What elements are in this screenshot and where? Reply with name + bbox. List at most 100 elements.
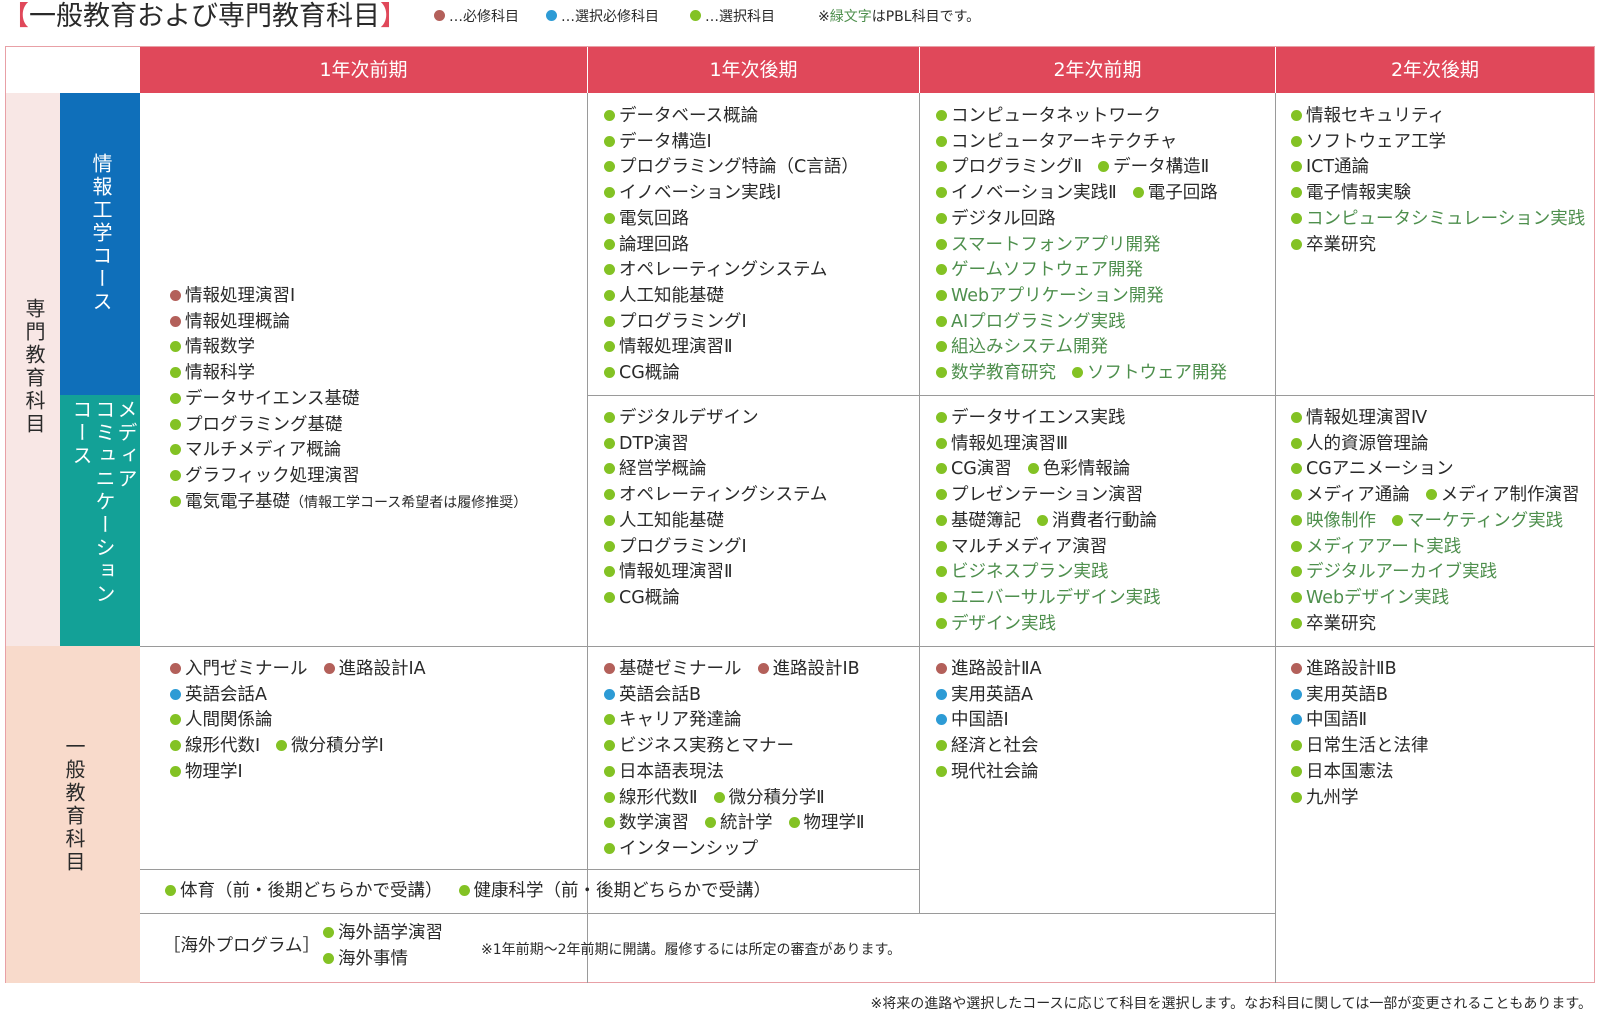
header-2a: 2年次前期 xyxy=(920,47,1275,93)
divider xyxy=(919,93,920,913)
page-title: 【一般教育および専門教育科目】 xyxy=(2,1,407,32)
course-line: メディアアート実践 xyxy=(1291,535,1580,561)
green-dot-icon xyxy=(936,463,947,475)
course-name: 英語会話A xyxy=(185,684,267,705)
cell-info-2b: 情報セキュリティ ソフトウェア工学 ICT通論 電子情報実験 コンピュータシミュレーショ… xyxy=(1291,104,1585,258)
course-line: コンピュータシミュレーション実践 xyxy=(1291,207,1585,233)
green-dot-icon xyxy=(1291,765,1302,777)
course-name: 映像制作 xyxy=(1306,510,1376,531)
course-line: 情報処理演習Ⅱ xyxy=(604,335,859,361)
course-name: インターンシップ xyxy=(619,838,759,859)
cell-media-1b: デジタルデザイン DTP演習 経営学概論 オペレーティングシステム 人工知能基礎 プログラ… xyxy=(604,406,827,612)
divider xyxy=(587,93,588,983)
course-name: デジタルアーカイブ実践 xyxy=(1306,562,1498,583)
course-line: 英語会話B xyxy=(604,683,865,709)
course-line: ゲームソフトウェア開発 xyxy=(936,258,1227,284)
curriculum-table xyxy=(5,46,1595,983)
course-name: デジタルデザイン xyxy=(619,408,759,428)
cell-pe-row: 体育（前・後期どちらかで受講） 健康科学（前・後期どちらかで受講） xyxy=(165,879,771,905)
course-name: 数学演習 xyxy=(619,813,689,834)
course-line: 情報セキュリティ xyxy=(1291,104,1585,130)
course-name: 経済と社会 xyxy=(951,736,1039,757)
red-dot-icon xyxy=(170,663,181,674)
cell-info-1b: データベース概論 データ構造Ⅰ プログラミング特論（C言語） イノベーション実践Ⅰ 電気… xyxy=(604,104,859,387)
course-name: ビジネス実務とマナー xyxy=(619,736,794,757)
green-dot-icon xyxy=(604,514,615,526)
course-line: 情報数学 xyxy=(170,335,527,361)
course-name: 情報処理概論 xyxy=(185,311,290,332)
media-course-label: メディア コミュニケーション コース xyxy=(60,395,140,646)
legend-elective-required: …選択必修科目 xyxy=(546,8,659,26)
course-name: 組込みシステム開発 xyxy=(951,337,1108,358)
course-name: プログラミングⅠ xyxy=(619,311,747,332)
course-name: ビジネスプラン実践 xyxy=(951,562,1109,583)
green-dot-icon xyxy=(1291,135,1302,147)
course-line: コンピュータネットワーク xyxy=(936,104,1227,130)
course-name: 体育（前・後期どちらかで受講） xyxy=(180,881,443,901)
green-dot-icon xyxy=(936,514,947,526)
course-name: 人間関係論 xyxy=(185,710,273,731)
course-name: 中国語Ⅱ xyxy=(1306,710,1368,731)
course-line: スマートフォンアプリ開発 xyxy=(936,233,1227,259)
course-name: メディアアート実践 xyxy=(1306,536,1462,557)
course-name: デジタル回路 xyxy=(951,208,1056,229)
blue-dot-icon xyxy=(604,688,615,700)
blue-dot-icon xyxy=(1291,688,1302,700)
green-dot-icon xyxy=(1291,740,1302,752)
course-name: 実用英語A xyxy=(951,684,1033,705)
course-line: ビジネス実務とマナー xyxy=(604,734,865,760)
course-name: ソフトウェア工学 xyxy=(1306,131,1446,152)
green-dot-icon xyxy=(170,714,181,726)
course-name: データ構造Ⅰ xyxy=(619,131,712,152)
green-dot-icon xyxy=(1291,161,1302,173)
cell-general-1a: 入門ゼミナール 進路設計ⅠA 英語会話A 人間関係論 線形代数Ⅰ 微分積分学Ⅰ 物理学Ⅰ xyxy=(170,657,426,786)
course-name: 情報処理演習Ⅱ xyxy=(619,337,733,358)
red-dot-icon xyxy=(323,663,335,674)
green-dot-icon xyxy=(936,489,947,501)
legend-required: …必修科目 xyxy=(434,8,519,26)
course-name: 経営学概論 xyxy=(619,459,707,480)
course-name: Webデザイン実践 xyxy=(1306,587,1450,608)
green-dot-icon xyxy=(936,289,947,301)
green-dot-icon xyxy=(458,885,470,896)
course-line: 電気回路 xyxy=(604,207,859,233)
green-dot-icon xyxy=(604,714,615,726)
green-dot-icon xyxy=(1291,591,1302,603)
course-name: 情報処理演習Ⅲ xyxy=(951,433,1069,454)
course-line: 映像制作 マーケティング実践 xyxy=(1291,509,1580,535)
course-line: 線形代数Ⅱ 微分積分学Ⅱ xyxy=(604,786,865,812)
course-line: 線形代数Ⅰ 微分積分学Ⅰ xyxy=(170,734,426,760)
course-name: 健康科学（前・後期どちらかで受講） xyxy=(473,881,772,901)
green-dot-icon xyxy=(936,540,947,552)
green-dot-icon xyxy=(936,566,947,578)
green-dot-icon xyxy=(788,817,800,829)
green-dot-icon xyxy=(170,392,181,404)
course-line: 電子情報実験 xyxy=(1291,181,1585,207)
green-dot-icon xyxy=(604,315,615,327)
green-dot-icon xyxy=(936,740,947,752)
course-name: スマートフォンアプリ開発 xyxy=(951,234,1161,255)
green-dot-icon xyxy=(604,817,615,829)
course-line: CG概論 xyxy=(604,586,827,612)
course-line: 情報処理演習Ⅱ xyxy=(604,560,827,586)
course-name: 進路設計ⅠA xyxy=(338,659,426,679)
green-dot-icon xyxy=(705,817,716,829)
course-name: 海外語学演習 xyxy=(338,923,443,943)
course-line: グラフィック処理演習 xyxy=(170,464,527,490)
course-line: データサイエンス実践 xyxy=(936,406,1161,432)
green-dot-icon xyxy=(1291,566,1302,578)
green-dot-icon xyxy=(1291,238,1302,250)
course-name: 物理学Ⅰ xyxy=(185,761,243,782)
green-dot-icon xyxy=(936,212,947,224)
course-name: ユニバーサルデザイン実践 xyxy=(951,587,1161,608)
course-name: 物理学Ⅱ xyxy=(803,813,865,834)
green-dot-icon xyxy=(604,437,615,449)
course-line: イノベーション実践Ⅰ xyxy=(604,181,859,207)
course-name: コンピュータシミュレーション実践 xyxy=(1306,208,1586,229)
green-dot-icon xyxy=(1291,540,1302,552)
course-name: 情報科学 xyxy=(185,363,255,384)
course-line: 人工知能基礎 xyxy=(604,284,859,310)
course-name: 卒業研究 xyxy=(1306,613,1376,634)
divider xyxy=(140,646,1594,647)
course-line: 情報処理演習Ⅰ xyxy=(170,284,527,310)
